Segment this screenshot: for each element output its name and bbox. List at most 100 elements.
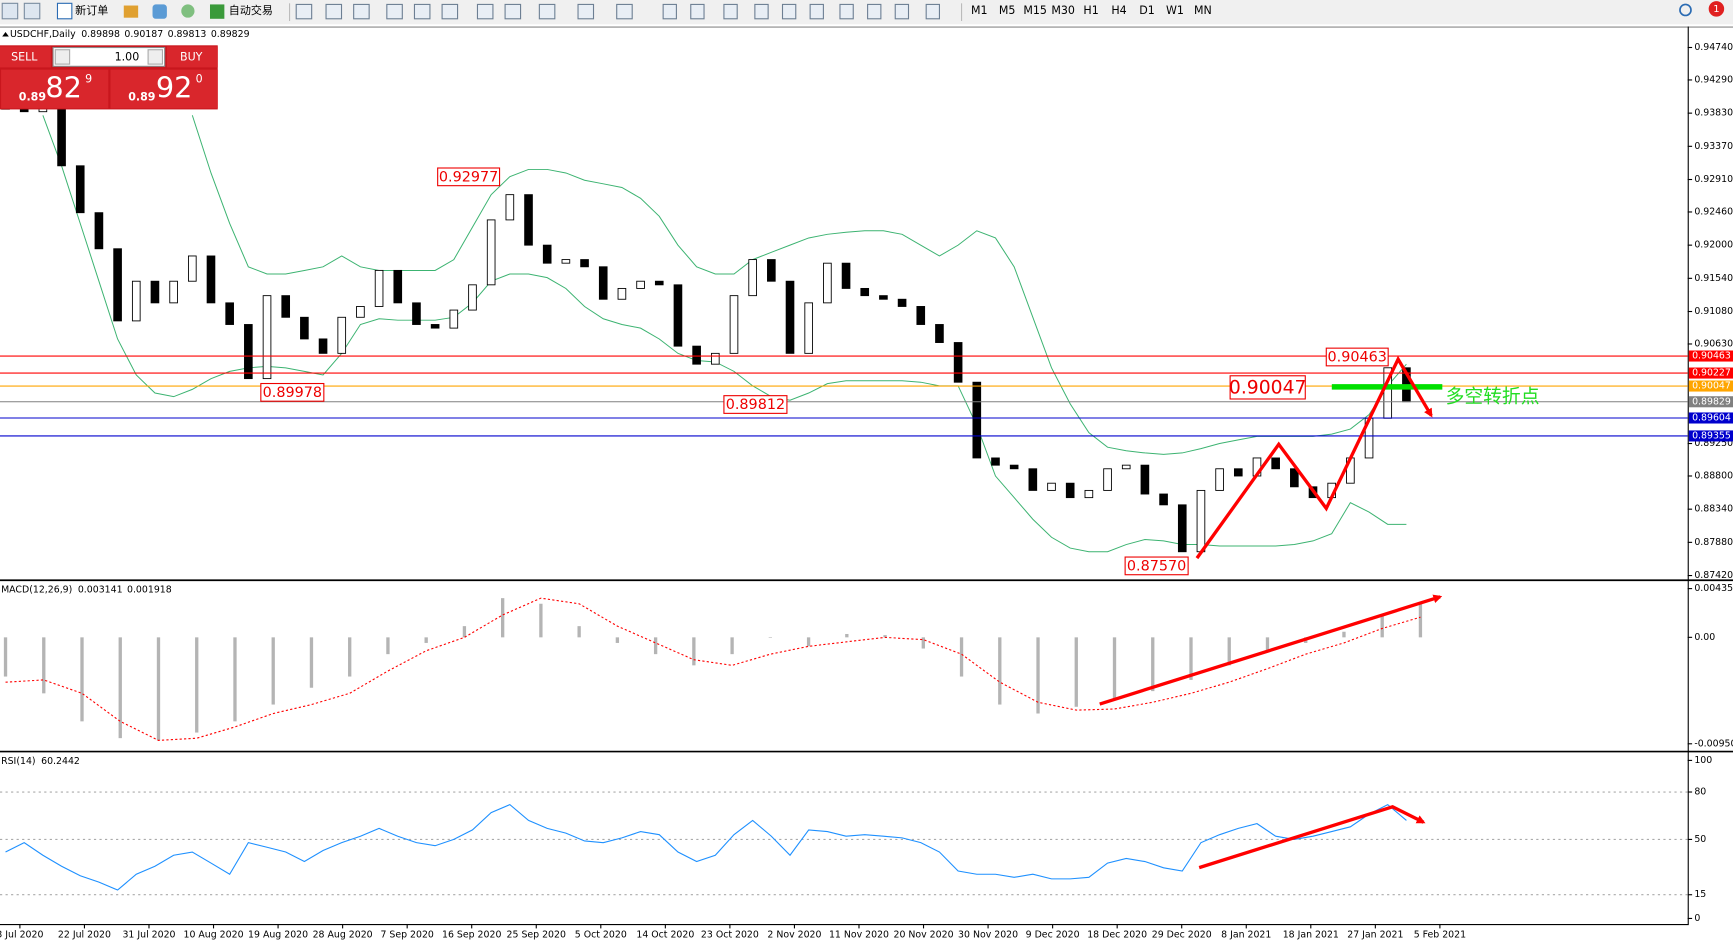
candle [374, 269, 384, 307]
tool[interactable] [867, 3, 882, 20]
candle [692, 345, 701, 365]
icon[interactable] [181, 4, 195, 18]
macd-bar [156, 637, 161, 741]
timeframe-button[interactable]: M30 [1051, 4, 1075, 17]
candle [187, 255, 197, 282]
search-icon[interactable] [1679, 3, 1692, 17]
tool[interactable] [441, 3, 459, 20]
tool[interactable] [413, 3, 431, 20]
tool[interactable] [295, 3, 313, 20]
rsi-line [5, 803, 1407, 891]
candle [729, 295, 739, 354]
timeframe-button[interactable]: MN [1194, 4, 1212, 17]
candle [617, 287, 627, 300]
y-tick-label: -0.009504 [1694, 738, 1733, 749]
x-tick-label: 14 Oct 2020 [636, 930, 694, 941]
macd-bar [1227, 637, 1231, 666]
new-order-button[interactable]: 新订单 [75, 3, 108, 17]
tool[interactable] [325, 3, 343, 20]
price-level-tag [1688, 412, 1733, 424]
timeframe-button[interactable]: W1 [1166, 4, 1184, 17]
lots-input[interactable] [52, 46, 166, 67]
y-tick-label: 0.87420 [1694, 570, 1733, 581]
candle [281, 295, 291, 318]
y-tick-label: 0.91540 [1694, 273, 1733, 284]
icon[interactable] [23, 2, 41, 20]
tool[interactable] [723, 3, 738, 20]
tool[interactable] [386, 3, 403, 20]
candle [748, 259, 757, 297]
tool[interactable] [781, 3, 797, 20]
alert-badge[interactable] [1708, 1, 1725, 17]
buy-label[interactable]: BUY [180, 50, 203, 63]
icon[interactable] [123, 5, 139, 18]
macd-bar [998, 637, 1002, 705]
tool[interactable] [839, 3, 854, 20]
candle [1290, 468, 1299, 488]
macd-bar [959, 637, 964, 677]
timeframes: M1 M5 M15 M30 H1 H4 D1 W1 MN [971, 4, 1212, 17]
macd-bar [3, 637, 8, 677]
candle [636, 280, 645, 289]
macd-bar [1036, 637, 1040, 714]
tool[interactable] [894, 3, 910, 20]
macd-bar [1112, 637, 1117, 699]
sell-price-box[interactable] [1, 69, 109, 109]
one-click-trading: SELL 1.00 BUY 0.89 82 9 0.89 92 0 [0, 45, 218, 110]
macd-bar [118, 637, 122, 739]
macd-bar [730, 637, 734, 655]
macd-bar [921, 637, 925, 649]
tool[interactable] [504, 3, 522, 20]
tool[interactable] [476, 3, 494, 20]
price-level-label: 0.90047 [1692, 381, 1731, 392]
lots-value[interactable]: 1.00 [115, 50, 140, 63]
tool[interactable] [577, 3, 595, 20]
sell-label[interactable]: SELL [11, 50, 38, 63]
timeframe-button[interactable]: M1 [971, 4, 988, 17]
tool[interactable] [662, 3, 677, 20]
candle [1271, 457, 1280, 470]
header-value: 0.89898 [81, 29, 120, 40]
tool[interactable] [616, 3, 633, 20]
y-tick-label: 0.91080 [1694, 306, 1733, 317]
macd-bar [539, 603, 543, 638]
lots-up[interactable] [147, 49, 164, 65]
pivot-note: 多空转折点 [1446, 385, 1540, 407]
icon[interactable] [1, 2, 19, 20]
label-box [1325, 347, 1389, 367]
price-level-label: 0.90463 [1692, 351, 1731, 362]
timeframe-button[interactable]: D1 [1139, 4, 1155, 17]
header-value: 60.2442 [41, 756, 80, 767]
tool[interactable] [353, 3, 370, 20]
lots-down[interactable] [54, 49, 71, 65]
y-tick-label: 0.90630 [1694, 338, 1733, 349]
tool[interactable] [754, 3, 769, 20]
auto-trading-icon[interactable] [209, 4, 225, 19]
x-tick-label: 28 Aug 2020 [313, 930, 373, 941]
sell-button[interactable] [0, 46, 51, 68]
new-order-icon[interactable] [56, 2, 73, 20]
price-level-tag [1688, 350, 1733, 362]
candle [1177, 504, 1187, 553]
timeframe-button[interactable]: H1 [1083, 4, 1098, 17]
tool[interactable] [690, 3, 705, 20]
icon[interactable] [152, 4, 167, 19]
timeframe-button[interactable]: M15 [1023, 4, 1047, 17]
buy-button[interactable] [166, 46, 218, 68]
macd-bar [501, 598, 505, 638]
buy-price-box[interactable] [110, 69, 218, 109]
timeframe-button[interactable]: M5 [999, 4, 1016, 17]
x-tick-label: 19 Aug 2020 [248, 930, 308, 941]
y-tick-label: 0.87880 [1694, 537, 1733, 548]
tool[interactable] [809, 3, 824, 20]
tool[interactable] [538, 3, 556, 20]
annotation: 0.89812 [726, 397, 785, 413]
auto-trading-button[interactable]: 自动交易 [229, 3, 273, 17]
timeframe-button[interactable]: H4 [1111, 4, 1126, 17]
macd-bar [462, 626, 467, 638]
tool[interactable] [925, 3, 940, 20]
label-box [1229, 375, 1306, 400]
candle [710, 352, 720, 365]
y-tick-label: 15 [1694, 889, 1706, 900]
